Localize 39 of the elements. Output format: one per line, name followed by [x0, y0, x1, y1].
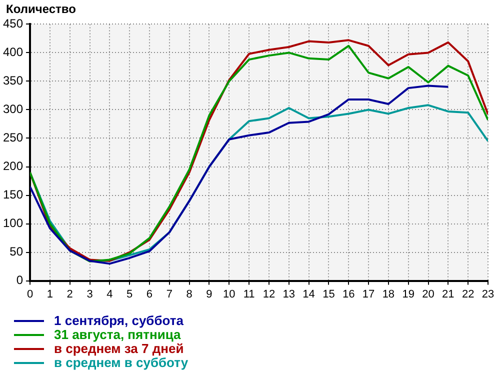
x-tick-label: 1 — [46, 288, 53, 300]
y-tick-label: 250 — [2, 130, 24, 145]
y-axis-title: Количество — [6, 2, 76, 16]
x-tick-label: 23 — [482, 288, 494, 300]
x-tick-label: 13 — [282, 288, 296, 300]
y-tick-label: 400 — [2, 45, 24, 60]
x-tick-label: 3 — [86, 288, 93, 300]
legend-label: 31 августа, пятница — [54, 327, 181, 342]
x-tick-label: 22 — [462, 288, 474, 300]
y-tick-label: 200 — [2, 159, 24, 174]
y-tick-label: 150 — [2, 188, 24, 202]
legend-label: в среднем за 7 дней — [54, 341, 184, 356]
y-tick-label: 300 — [2, 102, 24, 116]
x-tick-label: 7 — [166, 288, 172, 300]
x-tick-label: 21 — [442, 288, 454, 300]
x-tick-label: 6 — [146, 288, 153, 300]
x-tick-label: 11 — [243, 288, 255, 300]
legend-label: в среднем в субботу — [54, 355, 188, 370]
y-tick-label: 0 — [16, 273, 24, 288]
y-tick-label: 100 — [2, 216, 24, 230]
x-tick-label: 17 — [362, 288, 375, 300]
y-tick-label: 350 — [2, 74, 24, 88]
x-tick-label: 12 — [262, 288, 276, 300]
x-tick-label: 19 — [402, 288, 414, 300]
x-tick-label: 2 — [66, 288, 73, 300]
x-tick-label: 0 — [26, 288, 34, 300]
x-tick-label: 4 — [106, 288, 113, 300]
y-tick-label: 450 — [2, 16, 24, 31]
x-tick-label: 18 — [382, 288, 395, 300]
x-tick-label: 8 — [186, 288, 192, 300]
legend-label: 1 сентября, суббота — [54, 313, 184, 328]
x-tick-label: 20 — [422, 288, 434, 300]
x-tick-label: 16 — [342, 288, 355, 300]
x-tick-label: 9 — [206, 288, 212, 300]
x-tick-label: 14 — [302, 288, 315, 300]
x-tick-label: 10 — [223, 288, 236, 300]
x-tick-label: 15 — [322, 288, 335, 300]
x-tick-label: 5 — [126, 288, 133, 300]
y-tick-label: 50 — [10, 244, 24, 259]
